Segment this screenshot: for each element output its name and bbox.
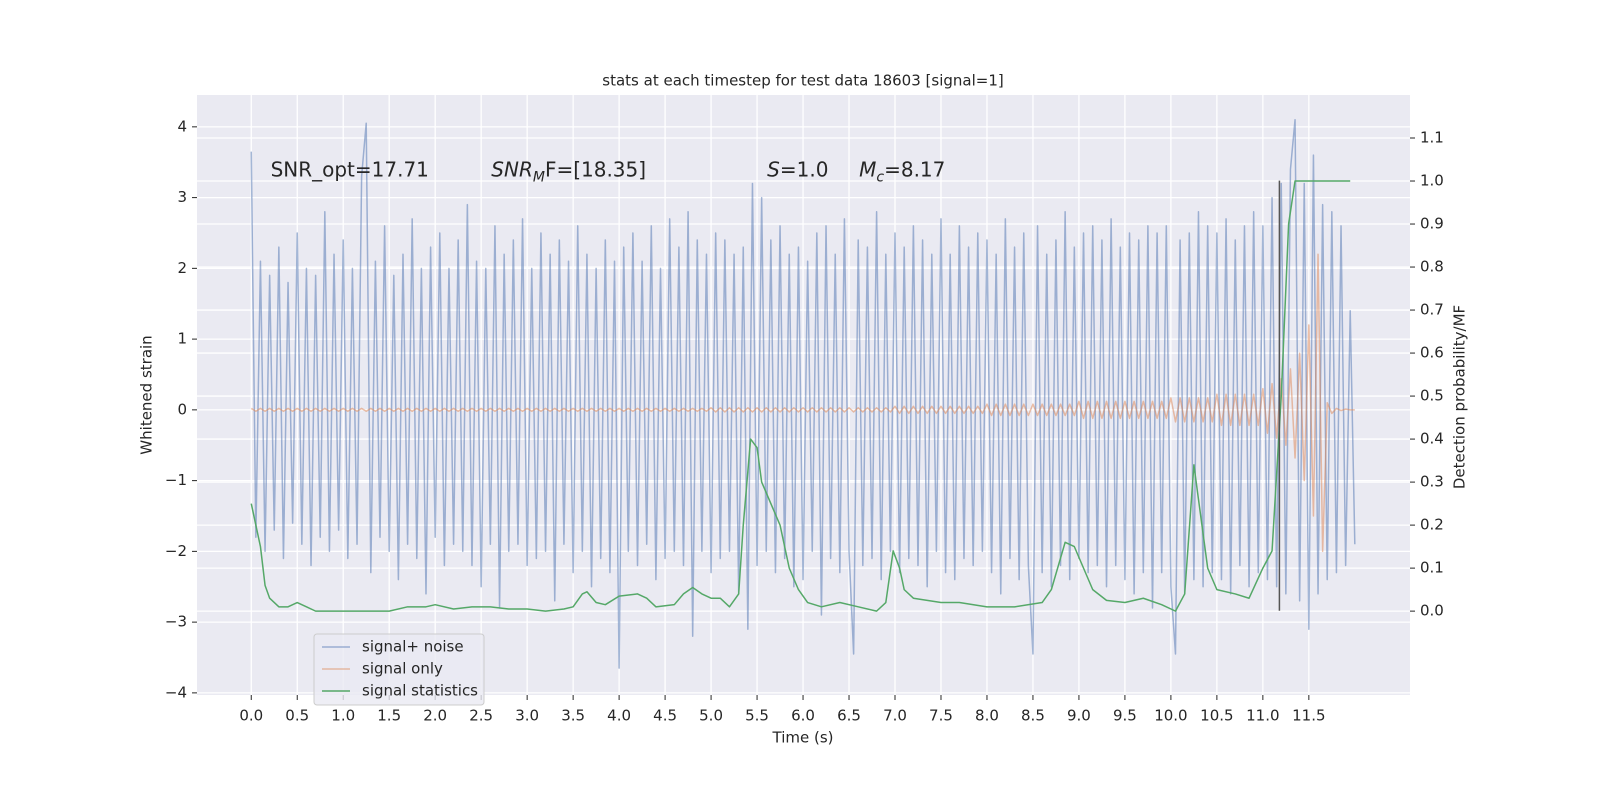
y2-tick-label: 0.8 (1420, 258, 1444, 276)
y-tick-label: −4 (165, 683, 187, 701)
y-tick-label: 1 (177, 330, 187, 348)
x-tick-label: 4.0 (607, 707, 631, 725)
x-tick-label: 7.5 (929, 707, 953, 725)
x-tick-label: 9.5 (1113, 707, 1137, 725)
x-tick-label: 0.0 (239, 707, 263, 725)
x-tick-label: 7.0 (883, 707, 907, 725)
x-tick-label: 3.0 (515, 707, 539, 725)
x-tick-label: 0.5 (285, 707, 309, 725)
x-tick-label: 1.5 (377, 707, 401, 725)
legend-label: signal statistics (362, 682, 478, 700)
legend-label: signal only (362, 660, 443, 678)
x-tick-label: 11.0 (1246, 707, 1279, 725)
y2-tick-label: 0.0 (1420, 602, 1444, 620)
x-tick-label: 5.5 (745, 707, 769, 725)
y-axis-label: Whitened strain (138, 335, 156, 454)
annotation: SNRMF=[18.35] (491, 157, 646, 185)
series-line (250, 253, 1355, 553)
annotation-part: SNR_opt=17.71 (271, 157, 429, 181)
y-tick-label: 3 (177, 188, 187, 206)
annotation-part: M (859, 157, 876, 181)
y2-tick-label: 0.5 (1420, 387, 1444, 405)
y2-tick-label: 1.1 (1420, 129, 1444, 147)
y2-tick-label: 1.0 (1420, 172, 1444, 190)
annotation-part: F=[18.35] (545, 157, 646, 181)
x-tick-label: 6.5 (837, 707, 861, 725)
y2-tick-label: 0.6 (1420, 344, 1444, 362)
x-tick-label: 11.5 (1292, 707, 1325, 725)
y2-tick-label: 0.9 (1420, 215, 1444, 233)
y-tick-label: 0 (177, 400, 187, 418)
x-tick-label: 2.5 (469, 707, 493, 725)
x-tick-label: 8.0 (975, 707, 999, 725)
x-tick-label: 8.5 (1021, 707, 1045, 725)
y-tick-label: 4 (177, 117, 187, 135)
y-tick-label: −3 (165, 613, 187, 631)
y2-tick-label: 0.2 (1420, 516, 1444, 534)
x-tick-label: 10.5 (1200, 707, 1233, 725)
y2-tick-label: 0.4 (1420, 430, 1444, 448)
x-tick-label: 3.5 (561, 707, 585, 725)
chart-title: stats at each timestep for test data 186… (602, 72, 1003, 90)
y2-axis-label: Detection probability/MF (1451, 305, 1469, 489)
series-line (250, 119, 1356, 669)
x-axis-label: Time (s) (772, 729, 834, 747)
y-tick-label: 2 (177, 259, 187, 277)
annotation-part: c (876, 169, 884, 185)
x-tick-label: 4.5 (653, 707, 677, 725)
x-tick-label: 5.0 (699, 707, 723, 725)
x-tick-label: 10.0 (1154, 707, 1187, 725)
x-tick-label: 9.0 (1067, 707, 1091, 725)
y2-tick-label: 0.7 (1420, 301, 1444, 319)
annotation-part: M (533, 169, 545, 185)
y2-tick-label: 0.3 (1420, 473, 1444, 491)
y2-tick-label: 0.1 (1420, 559, 1444, 577)
legend-label: signal+ noise (362, 638, 464, 656)
annotation: S=1.0 (767, 157, 828, 181)
y-tick-label: −2 (165, 542, 187, 560)
annotation-part: SNR (491, 157, 533, 181)
x-tick-label: 1.0 (331, 707, 355, 725)
axes: 0.0 0.5 1.0 1.5 2.0 2.5 3.0 3.5 4.0 4.5 5.0 5.5 6.0 6… (165, 117, 1444, 724)
legend: signal+ noise signal only signal statistic… (313, 633, 485, 706)
annotation-part: =8.17 (884, 157, 945, 181)
series-line (250, 180, 1351, 612)
annotation: SNR_opt=17.71 (271, 157, 429, 181)
x-tick-label: 6.0 (791, 707, 815, 725)
annotation-part: S (767, 157, 780, 181)
y-tick-label: −1 (165, 471, 187, 489)
legend-box (313, 633, 485, 706)
marks (250, 119, 1356, 669)
x-tick-label: 2.0 (423, 707, 447, 725)
annotation-part: =1.0 (780, 157, 829, 181)
annotation: Mc=8.17 (859, 157, 945, 185)
